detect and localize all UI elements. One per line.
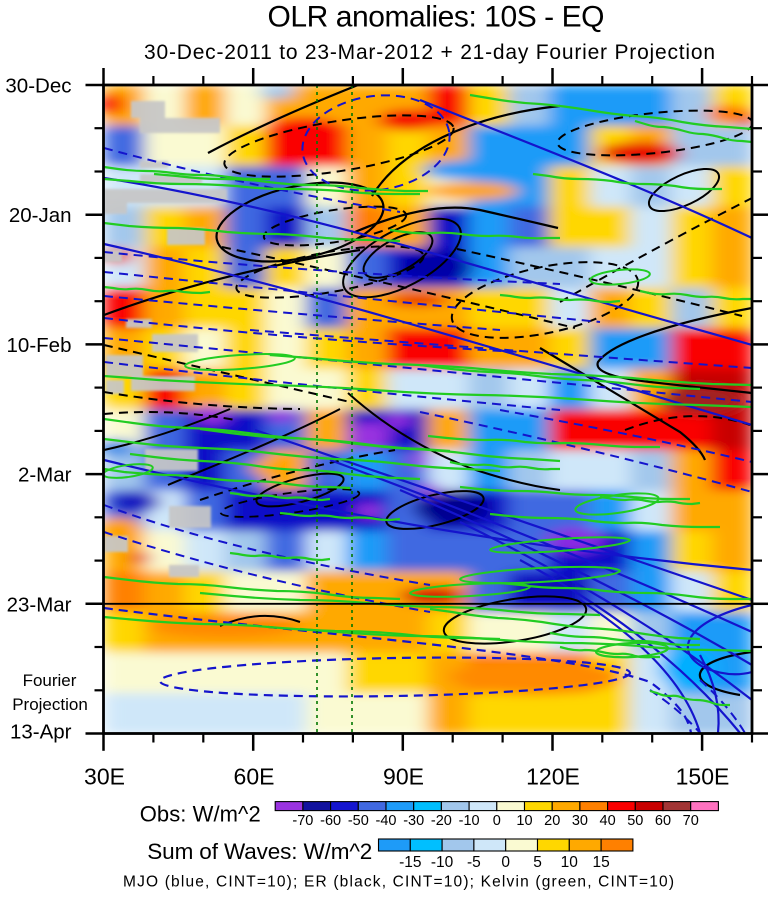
svg-text:90E: 90E xyxy=(383,764,424,790)
svg-text:Fourier: Fourier xyxy=(23,671,77,690)
svg-text:-10: -10 xyxy=(459,813,480,829)
svg-text:120E: 120E xyxy=(526,764,580,790)
svg-text:30-Dec-2011 to 23-Mar-2012 + 2: 30-Dec-2011 to 23-Mar-2012 + 21-day Four… xyxy=(144,41,715,64)
svg-text:-5: -5 xyxy=(467,854,481,871)
svg-text:OLR anomalies: 10S - EQ: OLR anomalies: 10S - EQ xyxy=(268,1,605,34)
svg-text:40: 40 xyxy=(600,813,616,829)
svg-text:-30: -30 xyxy=(403,813,424,829)
svg-text:Sum of Waves: W/m^2: Sum of Waves: W/m^2 xyxy=(147,839,372,864)
svg-text:0: 0 xyxy=(493,813,501,829)
svg-text:10: 10 xyxy=(516,813,532,829)
svg-text:150E: 150E xyxy=(676,764,730,790)
svg-text:10: 10 xyxy=(561,854,579,871)
svg-text:50: 50 xyxy=(627,813,643,829)
svg-text:-70: -70 xyxy=(292,813,313,829)
svg-text:0: 0 xyxy=(501,854,510,871)
svg-text:-50: -50 xyxy=(348,813,369,829)
svg-text:70: 70 xyxy=(683,813,699,829)
svg-text:-60: -60 xyxy=(320,813,341,829)
svg-text:20-Jan: 20-Jan xyxy=(9,204,72,227)
svg-text:5: 5 xyxy=(533,854,542,871)
svg-text:Obs: W/m^2: Obs: W/m^2 xyxy=(140,802,261,827)
svg-text:60: 60 xyxy=(655,813,671,829)
svg-text:20: 20 xyxy=(544,813,560,829)
svg-text:-10: -10 xyxy=(431,854,454,871)
svg-text:30: 30 xyxy=(572,813,588,829)
svg-text:2-Mar: 2-Mar xyxy=(18,463,72,486)
svg-text:Projection: Projection xyxy=(12,695,88,714)
svg-text:23-Mar: 23-Mar xyxy=(7,593,72,616)
svg-text:60E: 60E xyxy=(234,764,275,790)
svg-text:13-Apr: 13-Apr xyxy=(10,721,72,744)
svg-text:30-Dec: 30-Dec xyxy=(5,75,71,98)
svg-text:-40: -40 xyxy=(376,813,397,829)
svg-text:MJO (blue, CINT=10); ER (black: MJO (blue, CINT=10); ER (black, CINT=10)… xyxy=(123,874,674,891)
svg-text:-15: -15 xyxy=(399,854,421,871)
svg-text:15: 15 xyxy=(592,854,609,871)
svg-text:-20: -20 xyxy=(431,813,452,829)
svg-text:10-Feb: 10-Feb xyxy=(7,334,72,357)
svg-text:30E: 30E xyxy=(84,764,125,790)
